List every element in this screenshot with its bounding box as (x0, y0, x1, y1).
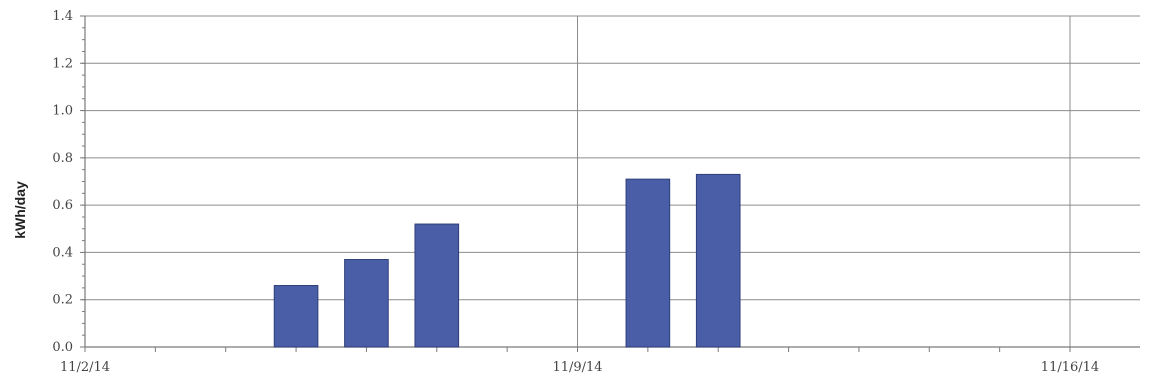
grid-lines (85, 15, 1140, 347)
y-axis-label: kWh/day (12, 181, 28, 239)
x-tick-label: 11/16/14 (1041, 360, 1099, 375)
y-tick-labels: 0.0 0.2 0.4 0.6 0.8 1.0 1.2 1.4 (52, 9, 73, 355)
bar (273, 285, 319, 348)
y-tick-label: 0.2 (52, 293, 73, 308)
y-tick-label: 1.4 (52, 9, 73, 24)
x-tick-label: 11/2/14 (60, 360, 110, 375)
y-tick-label: 1.2 (52, 56, 73, 71)
axes (80, 15, 1140, 352)
y-tick-label: 0.6 (52, 198, 73, 213)
bar (695, 173, 741, 348)
bar (414, 223, 460, 348)
y-tick-label: 0.8 (52, 151, 73, 166)
bar (344, 259, 389, 348)
x-tick-label: 11/9/14 (552, 360, 602, 375)
y-tick-label: 1.0 (52, 104, 73, 119)
x-tick-labels: 11/2/14 11/9/14 11/16/14 (60, 360, 1099, 375)
bars (273, 173, 741, 348)
bar (625, 178, 671, 348)
y-tick-label: 0.4 (52, 245, 73, 260)
y-tick-label: 0.0 (52, 340, 73, 355)
